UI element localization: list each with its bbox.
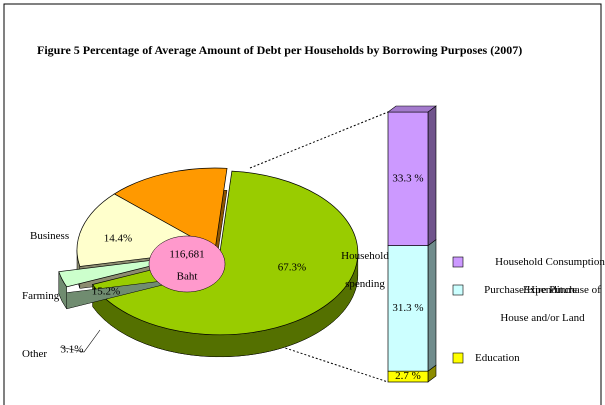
leader-line [59, 329, 101, 353]
legend-swatch [452, 256, 464, 268]
value-label: 15.2% [92, 286, 120, 298]
bar-top [387, 105, 437, 113]
category-label: Other [22, 348, 48, 360]
category-label: Business [30, 230, 70, 242]
value-label: 14.4% [104, 233, 132, 245]
value-label: 31.3 % [392, 302, 423, 314]
bar-segment [387, 245, 429, 372]
chart-title: Figure 5 Percentage of Average Amount of… [37, 43, 523, 57]
value-label: 2.7 % [395, 370, 421, 382]
bar-segment [387, 111, 429, 246]
connector [249, 111, 389, 169]
center-badge [148, 235, 226, 293]
category-label: Household spending [341, 250, 389, 290]
legend-label: Household Consumption Expenditure [495, 256, 605, 296]
legend-label: Education [475, 352, 520, 364]
center-unit: Baht [177, 271, 198, 283]
value-label: 33.3 % [392, 172, 423, 184]
connector [254, 337, 389, 383]
bar-side [427, 238, 437, 372]
center-value: 116,681 [169, 249, 204, 261]
pie-slice [113, 167, 228, 251]
bar-side [427, 105, 437, 247]
pie-slice [91, 170, 359, 336]
legend-swatch [452, 352, 464, 364]
category-label: Farming [22, 290, 60, 302]
legend-swatch [452, 284, 464, 296]
value-label: 67.3% [278, 262, 306, 274]
legend-label: Purchase/Hire Purchase of House and/or L… [484, 284, 601, 324]
